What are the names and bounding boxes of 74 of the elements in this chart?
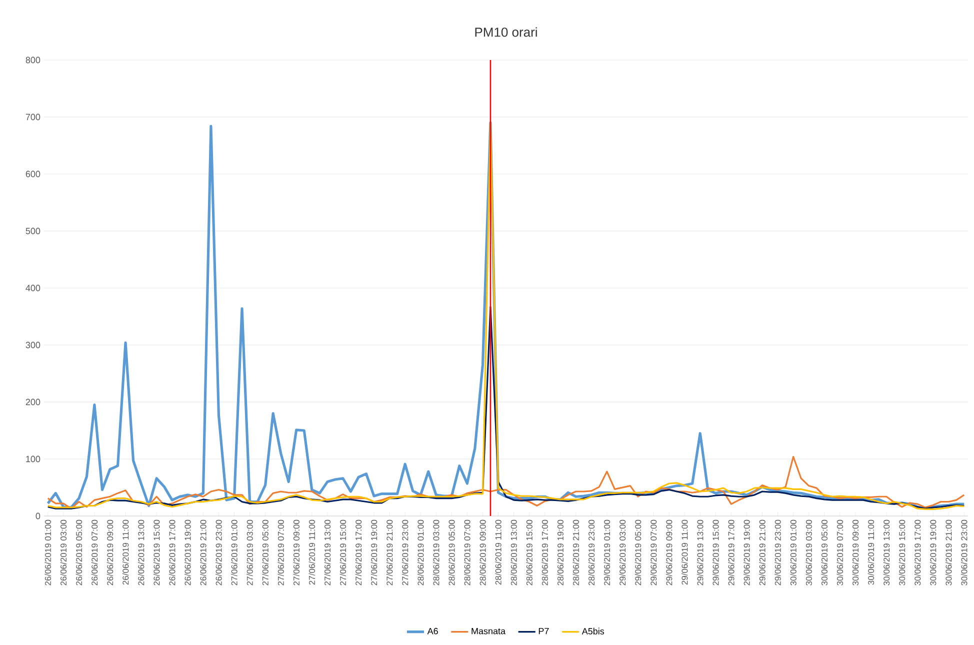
x-tick-label: 28/06/2019 03:00 [433,520,440,586]
x-tick-label: 26/06/2019 11:00 [122,520,129,585]
x-tick-label: 26/06/2019 03:00 [60,520,67,586]
x-tick-label: 30/06/2019 11:00 [868,520,874,585]
x-tick-label: 29/06/2019 15:00 [712,520,719,586]
x-tick-label: 27/06/2019 21:00 [386,520,393,586]
x-tick-label: 26/06/2019 05:00 [76,520,82,586]
x-tick-label: 30/06/2019 07:00 [836,520,844,586]
x-tick-label: 29/06/2019 01:00 [604,520,610,586]
x-tick-label: 29/06/2019 23:00 [774,520,781,586]
x-tick-label: 30/06/2019 21:00 [945,520,952,586]
x-tick-label: 26/06/2019 23:00 [216,520,222,586]
x-tick-label: 30/06/2019 19:00 [930,520,936,586]
x-tick-label: 26/06/2019 17:00 [168,520,176,586]
legend-label: A5bis [582,628,604,634]
y-tick-label: 300 [26,342,40,348]
x-tick-label: 29/06/2019 21:00 [759,520,766,586]
x-tick-label: 29/06/2019 19:00 [744,520,750,586]
y-tick-label: 600 [26,170,40,178]
x-tick-label: 30/06/2019 05:00 [821,520,828,586]
x-tick-label: 27/06/2019 23:00 [402,520,408,586]
x-tick-label: 27/06/2019 15:00 [340,520,346,586]
x-tick-label: 28/06/2019 01:00 [417,520,424,586]
legend-label: Masnata [472,628,506,634]
x-tick-label: 29/06/2019 09:00 [666,520,672,586]
x-tick-label: 29/06/2019 13:00 [697,520,704,586]
x-tick-label: 26/06/2019 13:00 [138,520,144,586]
legend-label: P7 [538,628,549,634]
x-tick-label: 30/06/2019 09:00 [852,520,859,586]
x-tick-label: 27/06/2019 07:00 [278,520,284,586]
x-tick-label: 28/06/2019 23:00 [588,520,595,586]
x-tick-label: 28/06/2019 21:00 [572,520,580,586]
y-tick-label: 400 [26,284,40,292]
x-tick-label: 28/06/2019 17:00 [542,520,548,586]
x-tick-label: 30/06/2019 01:00 [790,520,796,586]
y-tick-label: 0 [36,512,40,520]
y-tick-label: 500 [26,228,40,234]
x-tick-label: 26/06/2019 01:00 [44,520,51,586]
x-tick-label: 27/06/2019 19:00 [370,520,378,586]
chart-title: PM10 orari [475,27,537,37]
x-tick-label: 26/06/2019 21:00 [200,520,206,586]
x-tick-label: 29/06/2019 07:00 [650,520,657,586]
legend-label: A6 [427,628,438,634]
y-tick-label: 200 [26,398,40,406]
x-tick-label: 27/06/2019 17:00 [355,520,362,586]
x-tick-label: 30/06/2019 15:00 [898,520,906,586]
x-tick-label: 26/06/2019 15:00 [153,520,160,586]
x-tick-label: 30/06/2019 17:00 [914,520,921,586]
y-tick-label: 700 [26,114,40,120]
x-tick-label: 27/06/2019 11:00 [308,520,316,585]
x-tick-label: 27/06/2019 05:00 [262,520,268,586]
x-tick-label: 26/06/2019 19:00 [184,520,191,586]
x-tick-label: 30/06/2019 13:00 [883,520,890,586]
x-tick-label: 27/06/2019 13:00 [324,520,331,586]
x-tick-label: 28/06/2019 07:00 [464,520,470,586]
x-tick-label: 29/06/2019 05:00 [634,520,642,586]
x-tick-label: 28/06/2019 09:00 [480,520,486,586]
y-tick-label: 100 [26,456,40,462]
x-tick-label: 30/06/2019 03:00 [806,520,812,586]
x-tick-label: 26/06/2019 09:00 [106,520,114,586]
x-tick-label: 29/06/2019 17:00 [728,520,734,586]
x-tick-label: 26/06/2019 07:00 [91,520,98,586]
x-tick-label: 27/06/2019 03:00 [246,520,253,586]
x-tick-label: 30/06/2019 23:00 [961,520,968,586]
x-tick-label: 29/06/2019 03:00 [619,520,626,586]
x-tick-label: 28/06/2019 15:00 [526,520,532,586]
x-tick-label: 27/06/2019 01:00 [231,520,238,586]
x-tick-label: 27/06/2019 09:00 [293,520,300,586]
x-tick-label: 29/06/2019 11:00 [681,520,688,585]
x-tick-label: 28/06/2019 19:00 [557,520,564,586]
x-tick-label: 28/06/2019 13:00 [510,520,517,586]
x-tick-label: 28/06/2019 11:00 [495,520,502,585]
x-tick-label: 28/06/2019 05:00 [448,520,455,586]
y-tick-label: 800 [26,56,40,64]
